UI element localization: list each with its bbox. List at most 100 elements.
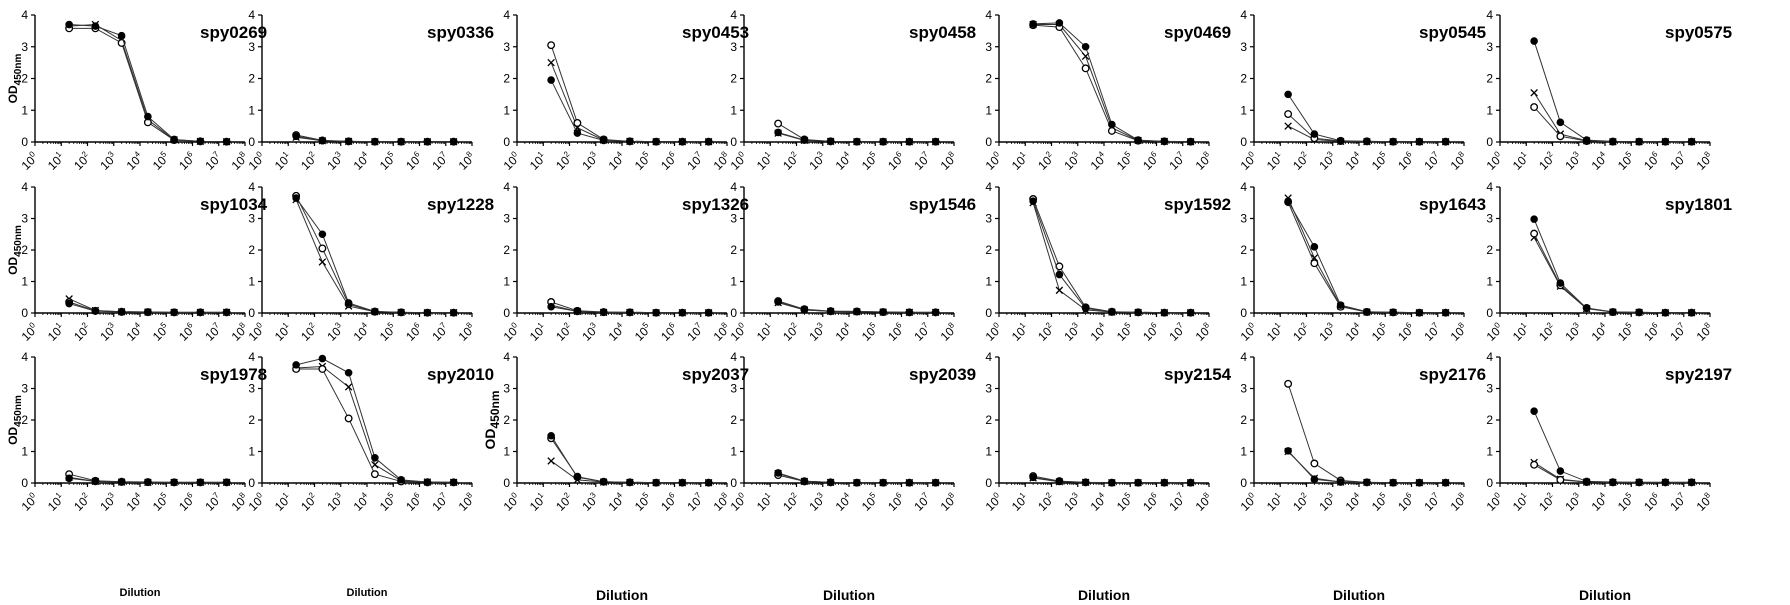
y-tick-label: 4	[248, 180, 255, 194]
y-tick-label: 0	[730, 135, 737, 149]
x-tick-label: 104	[1087, 490, 1111, 514]
data-point-filled	[292, 194, 300, 202]
data-point-filled	[905, 308, 914, 317]
data-point-filled	[423, 478, 432, 486]
y-tick-label: 1	[1486, 275, 1493, 289]
y-tick-label: 3	[248, 212, 255, 226]
x-tick-label: 107	[202, 149, 226, 173]
y-tick-label: 0	[503, 135, 510, 149]
y-tick-label: 0	[985, 135, 992, 149]
data-point-filled	[704, 478, 713, 487]
x-tick-label: 107	[684, 149, 708, 173]
data-point-filled	[1160, 137, 1169, 146]
x-tick-label: 105	[1113, 490, 1137, 514]
panel-spy1228: 0 1 2 3 4 100 101 102 103 104 105 106 107 108 spy1228	[246, 180, 494, 344]
data-point-cross	[1284, 122, 1292, 130]
y-tick-label: 3	[730, 40, 737, 54]
panel-spy1643: 0 1 2 3 4 100 101 102 103 104 105 106 107 108 spy1643	[1238, 180, 1486, 344]
data-point-filled	[449, 137, 458, 146]
data-point-open	[1310, 259, 1319, 268]
data-point-filled	[91, 22, 100, 30]
panel-spy2154: 0 1 2 3 4 100 101 102 103 104 105 106 107 108 spy2154 D…	[983, 350, 1232, 603]
x-tick-label: 106	[1394, 320, 1418, 344]
y-tick-label: 0	[730, 306, 737, 320]
panel-title: spy2154	[1164, 365, 1232, 384]
data-point-filled	[879, 308, 887, 316]
y-tick-label: 1	[248, 275, 255, 289]
panel-spy1546: 0 1 2 3 4 100 101 102 103 104 105 106 107 108 spy1546	[728, 180, 976, 344]
data-point-filled	[853, 478, 861, 487]
data-point-filled	[1055, 270, 1064, 279]
y-tick-label: 0	[503, 306, 510, 320]
x-tick-label: 100	[727, 149, 751, 173]
data-point-filled	[1687, 308, 1696, 317]
x-tick-label: 106	[402, 490, 426, 514]
x-tick-label: 105	[376, 490, 400, 514]
x-tick-label: 102	[70, 149, 94, 173]
y-tick-label: 3	[985, 212, 992, 226]
y-tick-label: 0	[1240, 135, 1247, 149]
y-tick-label: 3	[730, 212, 737, 226]
data-point-filled	[800, 306, 809, 314]
data-point-filled	[170, 478, 178, 487]
y-tick-label: 1	[503, 103, 510, 117]
x-tick-label: 108	[1693, 149, 1717, 173]
x-tick-label: 108	[1192, 320, 1216, 344]
data-point-cross	[547, 457, 555, 465]
data-point-filled	[905, 137, 914, 146]
data-point-cross	[1055, 286, 1064, 295]
x-tick-label: 107	[1667, 320, 1691, 344]
x-tick-label: 107	[429, 149, 453, 173]
data-point-filled	[1081, 42, 1090, 51]
data-point-filled	[65, 299, 73, 308]
x-tick-label: 107	[429, 490, 453, 514]
x-tick-label: 100	[727, 490, 751, 514]
data-point-filled	[853, 307, 861, 316]
data-point-filled	[826, 307, 835, 316]
data-point-filled	[292, 132, 300, 141]
data-point-open	[1556, 132, 1565, 141]
data-point-filled	[449, 478, 458, 487]
panel-spy0545: 0 1 2 3 4 100 101 102 103 104 105 106 107 108 spy0545	[1238, 8, 1486, 173]
y-tick-label: 4	[730, 180, 737, 194]
x-axis-label: Dilution	[347, 587, 388, 599]
data-point-filled	[91, 307, 100, 315]
data-point-filled	[547, 302, 555, 311]
panel-title: spy1546	[909, 195, 976, 214]
data-point-filled	[678, 308, 687, 317]
series-line-open	[1032, 198, 1191, 314]
panel-title: spy1801	[1665, 195, 1732, 214]
panel-title: spy2176	[1419, 365, 1486, 384]
data-point-filled	[449, 308, 458, 317]
x-tick-label: 104	[832, 320, 856, 344]
y-tick-label: 4	[985, 180, 992, 194]
x-tick-label: 100	[500, 320, 524, 344]
data-point-filled	[1336, 478, 1345, 486]
x-tick-label: 105	[1113, 149, 1137, 173]
x-tick-label: 103	[806, 149, 830, 173]
y-tick-label: 3	[1240, 40, 1247, 54]
y-tick-label: 3	[730, 382, 737, 396]
x-tick-label: 100	[1483, 149, 1507, 173]
data-point-open	[573, 118, 582, 127]
data-point-cross	[318, 258, 327, 266]
data-point-filled	[1389, 478, 1397, 487]
data-point-filled	[826, 478, 835, 487]
data-point-filled	[704, 308, 713, 317]
series-line-cross	[295, 199, 454, 314]
data-point-filled	[1556, 467, 1565, 475]
data-point-filled	[1134, 478, 1142, 487]
x-tick-label: 106	[1640, 320, 1664, 344]
x-tick-label: 104	[1342, 149, 1366, 173]
y-tick-label: 2	[985, 243, 992, 257]
y-tick-label: 4	[503, 8, 510, 22]
y-tick-label: 3	[1240, 382, 1247, 396]
y-tick-label: 2	[248, 413, 255, 427]
y-tick-label: 4	[1486, 180, 1493, 194]
data-point-open	[1530, 460, 1539, 469]
y-axis-label: OD450nm	[6, 395, 24, 445]
x-tick-label: 105	[631, 149, 655, 173]
data-point-filled	[1336, 301, 1345, 309]
